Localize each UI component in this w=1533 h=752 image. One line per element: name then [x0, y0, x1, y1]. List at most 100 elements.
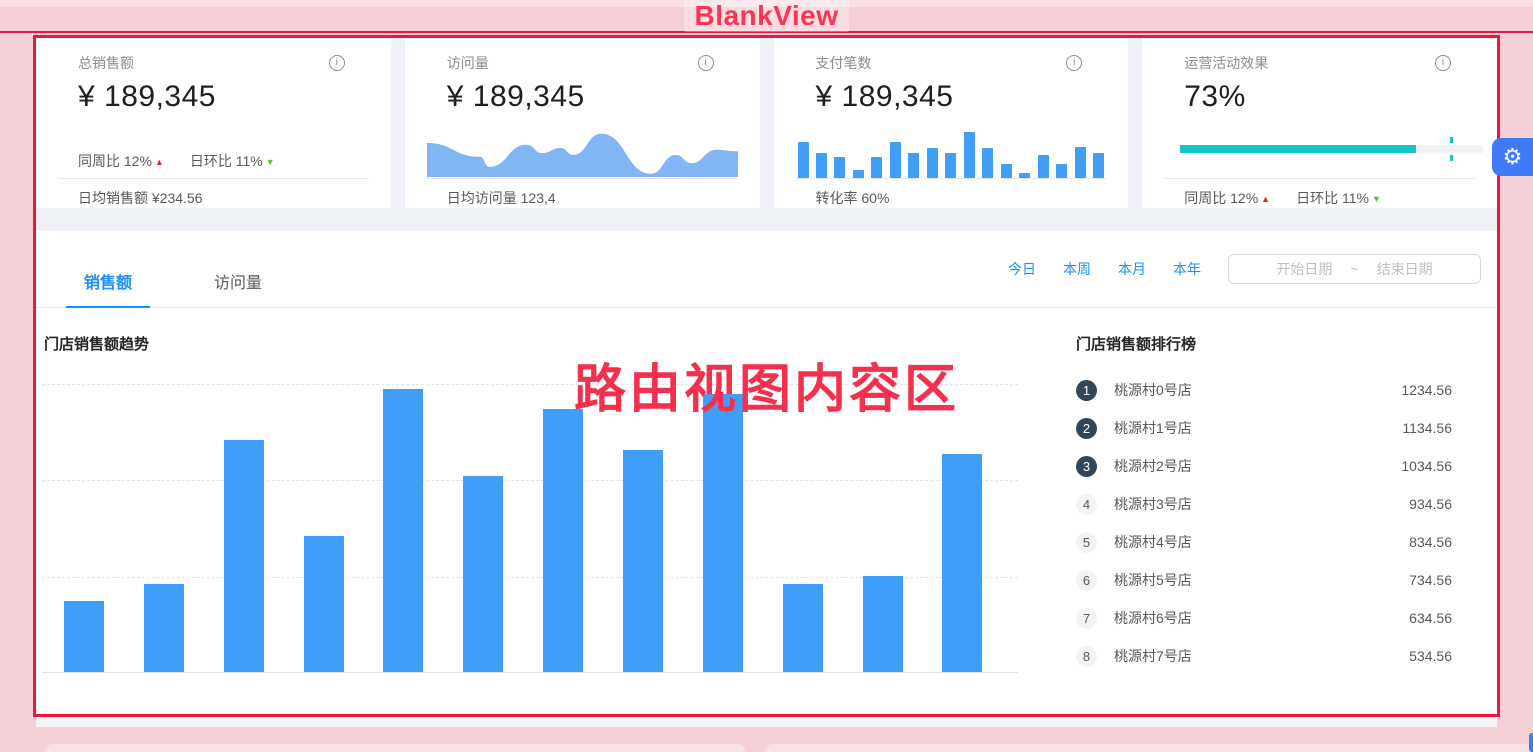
store-value: 934.56: [1409, 496, 1452, 512]
ranking-row: 5 桃源村4号店 834.56: [1076, 523, 1452, 561]
mini-bar: [815, 153, 827, 178]
next-section-card-peek: [45, 744, 745, 752]
store-name: 桃源村2号店: [1114, 458, 1192, 474]
divider: [795, 178, 1107, 179]
store-value: 1034.56: [1401, 458, 1452, 474]
card-title: 总销售额: [78, 55, 134, 71]
mini-bar: [908, 153, 920, 178]
chart-controls: 今日 本周 本月 本年 开始日期 ~ 结束日期: [1008, 254, 1481, 284]
mini-bar: [871, 157, 883, 178]
ranking-section-title: 门店销售额排行榜: [1076, 336, 1197, 353]
start-date-placeholder[interactable]: 开始日期: [1276, 261, 1333, 277]
time-filter[interactable]: 今日: [1008, 261, 1036, 277]
below-frame-strip: [36, 717, 1497, 727]
bar: [703, 394, 743, 672]
floating-button-edge[interactable]: [1529, 733, 1533, 752]
mini-bar: [926, 148, 938, 178]
bar: [224, 440, 264, 672]
progress-bar: [1180, 137, 1483, 161]
ranking-row: 1 桃源村0号店 1234.56: [1076, 371, 1452, 409]
store-sales-bar-chart: [42, 373, 1018, 673]
card-value: ¥ 189,345: [446, 80, 585, 113]
divider: [1164, 178, 1475, 179]
progress-fill: [1180, 145, 1417, 153]
rank-badge: 1: [1076, 379, 1097, 401]
store-value: 834.56: [1409, 534, 1452, 550]
mini-bar: [797, 142, 809, 178]
info-icon[interactable]: i: [328, 55, 345, 71]
tab-inactive[interactable]: 访问量: [213, 275, 262, 292]
dashboard-frame: 总销售额 i ¥ 189,345 同周比 12% ▲ 日环比 11% ▼ 日均销售额…: [33, 35, 1500, 717]
time-filter[interactable]: 本周: [1063, 261, 1091, 277]
date-range-picker[interactable]: 开始日期 ~ 结束日期: [1228, 254, 1481, 284]
mini-bar: [945, 153, 957, 178]
info-icon[interactable]: i: [1435, 55, 1451, 71]
rank-badge: 6: [1076, 569, 1097, 591]
store-name: 桃源村5号店: [1114, 572, 1192, 588]
bar: [144, 584, 184, 672]
tab-active[interactable]: 销售额: [66, 255, 150, 308]
time-filter[interactable]: 本月: [1118, 261, 1146, 277]
ranking-row: 6 桃源村5号店 734.56: [1076, 561, 1452, 599]
main-panel: 销售额 访问量 今日 本周 本月 本年 开始日期 ~ 结束日期 门店销售额趋势 门店销售…: [36, 231, 1497, 714]
stat-card-total-sales: 总销售额 i ¥ 189,345 同周比 12% ▲ 日环比 11% ▼ 日均销售额…: [36, 38, 391, 208]
ranking-row: 4 桃源村3号店 934.56: [1076, 485, 1452, 523]
store-sales-ranking-list: 1 桃源村0号店 1234.56 2 桃源村1号店 1134.56 3 桃源村2号店 1034.…: [1076, 371, 1452, 675]
rank-badge: 4: [1076, 493, 1097, 515]
stat-cards-row: 总销售额 i ¥ 189,345 同周比 12% ▲ 日环比 11% ▼ 日均销售额…: [36, 38, 1497, 208]
mini-bar: [982, 148, 994, 178]
date-range-separator: ~: [1350, 261, 1359, 277]
ranking-row: 8 桃源村7号店 534.56: [1076, 637, 1452, 675]
top-strip: [0, 0, 1533, 7]
mini-bar: [1093, 153, 1105, 178]
bar: [463, 476, 503, 672]
card-value: ¥ 189,345: [815, 80, 954, 113]
info-icon[interactable]: i: [697, 55, 714, 71]
card-title: 访问量: [446, 55, 489, 71]
info-icon[interactable]: i: [1066, 55, 1083, 71]
bar: [383, 389, 423, 672]
route-view-overlay-text: 路由视图内容区: [573, 361, 960, 419]
card-value: 73%: [1184, 80, 1246, 113]
mini-bar: [852, 170, 864, 178]
gear-icon: ⚙: [1502, 144, 1523, 169]
ranking-row: 3 桃源村2号店 1034.56: [1076, 447, 1452, 485]
visits-mini-area-chart: [426, 133, 738, 177]
settings-gear-button[interactable]: ⚙: [1492, 138, 1533, 176]
store-value: 1234.56: [1401, 382, 1452, 398]
card-title: 支付笔数: [815, 55, 872, 71]
bar: [783, 584, 823, 672]
ranking-row: 2 桃源村1号店 1134.56: [1076, 409, 1452, 447]
gridline: [42, 480, 1018, 481]
store-value: 734.56: [1409, 572, 1452, 588]
next-section-card-peek: [765, 744, 1533, 752]
store-value: 1134.56: [1402, 420, 1452, 436]
card-footer: 日均访问量 123,4: [446, 190, 556, 206]
bar: [543, 409, 583, 672]
bar: [942, 454, 982, 672]
card-footer: 日均销售额 ¥234.56: [78, 190, 203, 206]
store-name: 桃源村7号店: [1114, 648, 1192, 664]
bar: [304, 536, 344, 672]
page-title: BlankView: [0, 0, 1533, 32]
mini-bar: [1056, 164, 1068, 178]
rank-badge: 3: [1076, 455, 1097, 477]
mini-bar: [834, 157, 846, 178]
caret-down-icon: ▼: [1371, 194, 1381, 204]
store-value: 634.56: [1409, 610, 1452, 626]
tabs-bar: 销售额 访问量 今日 本周 本月 本年 开始日期 ~ 结束日期: [36, 231, 1497, 308]
end-date-placeholder[interactable]: 结束日期: [1376, 261, 1433, 277]
card-value: ¥ 189,345: [78, 80, 216, 113]
rank-badge: 7: [1076, 607, 1097, 629]
bar: [863, 576, 903, 672]
trend-row: 同周比 12% ▲ 日环比 11% ▼: [1184, 190, 1381, 206]
store-value: 534.56: [1409, 648, 1452, 664]
caret-down-icon: ▼: [265, 157, 275, 167]
divider: [426, 178, 738, 179]
rank-badge: 8: [1076, 645, 1097, 667]
rank-badge: 5: [1076, 531, 1097, 553]
store-name: 桃源村4号店: [1114, 534, 1192, 550]
page-header: BlankView: [0, 0, 1533, 33]
store-name: 桃源村6号店: [1114, 610, 1192, 626]
time-filter[interactable]: 本年: [1173, 261, 1201, 277]
